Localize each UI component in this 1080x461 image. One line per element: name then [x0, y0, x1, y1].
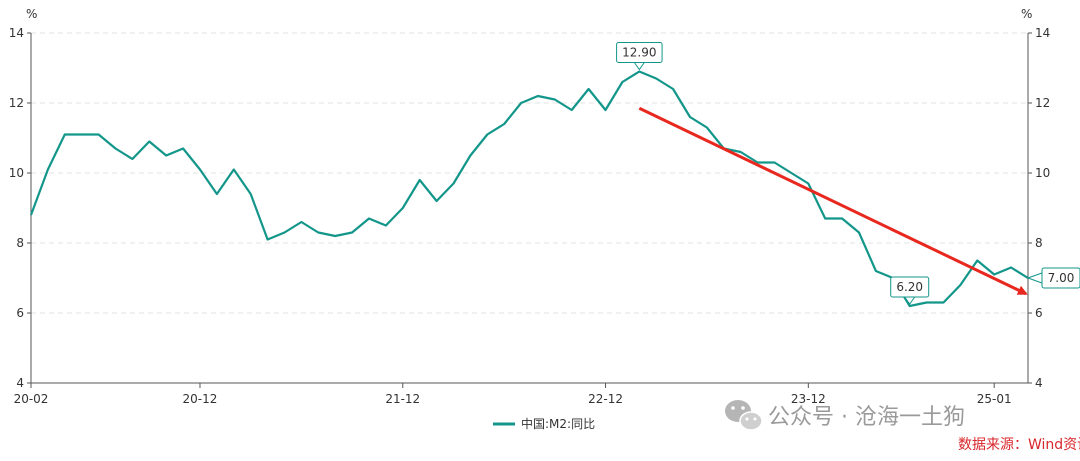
x-tick-labels: 20-02 20-12 21-12 22-12 23-12 25-01	[14, 383, 1012, 406]
y-tick-label-left: 10	[9, 166, 24, 180]
annotation-label: 7.00	[1048, 271, 1075, 285]
annotation-callout: 12.90	[616, 42, 663, 71]
y-tick-label-right: 12	[1035, 96, 1050, 110]
y-tick-label-left: 14	[9, 26, 24, 40]
x-tick-label: 20-02	[14, 392, 49, 406]
y-tick-labels: 4 4 6 6 8 8 10 10 12 12 14 14	[9, 26, 1051, 390]
series-group	[29, 70, 1029, 308]
annotation-callout: 7.00	[1026, 267, 1080, 289]
left-unit-label: %	[26, 7, 37, 21]
y-tick-label-right: 4	[1035, 376, 1043, 390]
annotation-callout: 6.20	[890, 276, 930, 305]
annotation-callouts: 12.90 6.20 7.00	[616, 42, 1080, 305]
x-tick-label: 20-12	[183, 392, 218, 406]
legend-label: 中国:M2:同比	[521, 416, 595, 431]
legend[interactable]: 中国:M2:同比	[493, 416, 595, 431]
x-tick-label: 22-12	[588, 392, 623, 406]
y-tick-label-right: 14	[1035, 26, 1050, 40]
wechat-icon	[725, 400, 763, 431]
y-tick-label-left: 8	[16, 236, 24, 250]
y-tick-label-right: 8	[1035, 236, 1043, 250]
right-unit-label: %	[1021, 7, 1032, 21]
y-tick-label-left: 6	[16, 306, 24, 320]
y-tick-label-right: 6	[1035, 306, 1043, 320]
x-tick-label: 25-01	[977, 392, 1012, 406]
watermark-text: 公众号 · 沧海一土狗	[768, 405, 965, 430]
source-text: 数据来源：Wind资讯	[958, 437, 1080, 453]
series-line-m2-yoy	[29, 70, 1029, 308]
watermark: 公众号 · 沧海一土狗	[725, 400, 965, 431]
y-tick-label-right: 10	[1035, 166, 1050, 180]
y-tick-label-left: 4	[16, 376, 24, 390]
annotation-label: 6.20	[896, 280, 923, 294]
x-tick-label: 23-12	[791, 392, 826, 406]
trend-arrow	[638, 106, 1028, 296]
y-tick-label-left: 12	[9, 96, 24, 110]
annotation-label: 12.90	[622, 46, 656, 60]
grid-lines	[31, 32, 1028, 314]
x-tick-label: 21-12	[385, 392, 420, 406]
